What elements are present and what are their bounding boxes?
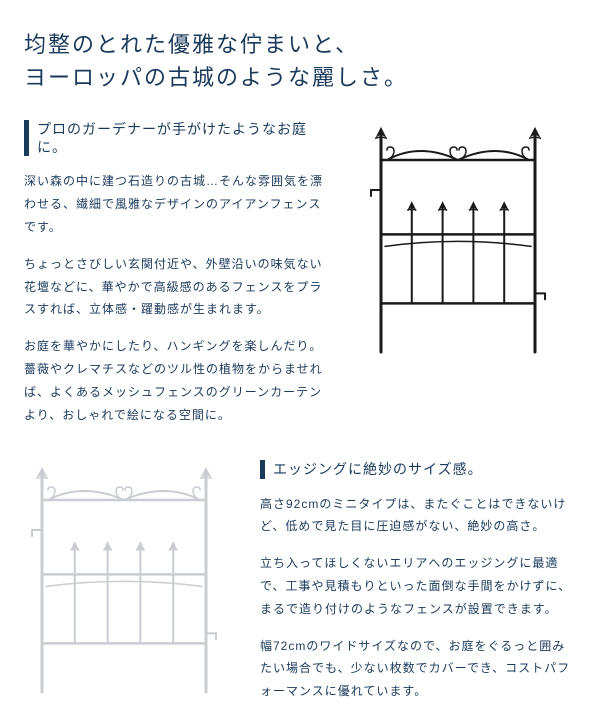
section-2-heading: エッジングに絶妙のサイズ感。: [260, 460, 576, 478]
section-1-p2: ちょっとさびしい玄関付近や、外壁沿いの味気ない花壇などに、華やかで高級感のあるフ…: [24, 253, 324, 321]
section-2-text: エッジングに絶妙のサイズ感。 高さ92cmのミニタイプは、またぐことはできないけ…: [260, 460, 576, 717]
section-2-p3: 幅72cmのワイドサイズなので、お庭をぐるっと囲みたい場合でも、少ない枚数でカバ…: [260, 635, 576, 703]
section-2-p2: 立ち入ってほしくないエリアへのエッジングに最適で、工事や見積もりといった面倒な手…: [260, 552, 576, 620]
section-1-text: プロのガーデナーが手がけたようなお庭に。 深い森の中に建つ石造りの古城…そんな雰…: [24, 120, 324, 440]
fence-black-icon: [363, 124, 553, 354]
section-2: エッジングに絶妙のサイズ感。 高さ92cmのミニタイプは、またぐことはできないけ…: [24, 460, 576, 717]
fence-white-icon: [24, 464, 224, 694]
section-2-image: [24, 460, 244, 717]
section-1-body: 深い森の中に建つ石造りの古城…そんな雰囲気を漂わせる、繊細で風雅なデザインのアイ…: [24, 170, 324, 426]
headline: 均整のとれた優雅な佇まいと、 ヨーロッパの古城のような麗しさ。: [24, 28, 576, 94]
headline-line2: ヨーロッパの古城のような麗しさ。: [24, 65, 408, 90]
headline-line1: 均整のとれた優雅な佇まいと、: [24, 32, 359, 57]
section-1-heading: プロのガーデナーが手がけたようなお庭に。: [24, 120, 324, 156]
section-1-p3: お庭を華やかにしたり、ハンギングを楽しんだり。薔薇やクレマチスなどのツル性の植物…: [24, 335, 324, 426]
section-2-p1: 高さ92cmのミニタイプは、またぐことはできないけど、低めで見た目に圧迫感がない…: [260, 493, 576, 539]
section-2-body: 高さ92cmのミニタイプは、またぐことはできないけど、低めで見た目に圧迫感がない…: [260, 493, 576, 703]
section-1-image: [340, 120, 576, 440]
section-1: プロのガーデナーが手がけたようなお庭に。 深い森の中に建つ石造りの古城…そんな雰…: [24, 120, 576, 440]
section-1-p1: 深い森の中に建つ石造りの古城…そんな雰囲気を漂わせる、繊細で風雅なデザインのアイ…: [24, 170, 324, 238]
